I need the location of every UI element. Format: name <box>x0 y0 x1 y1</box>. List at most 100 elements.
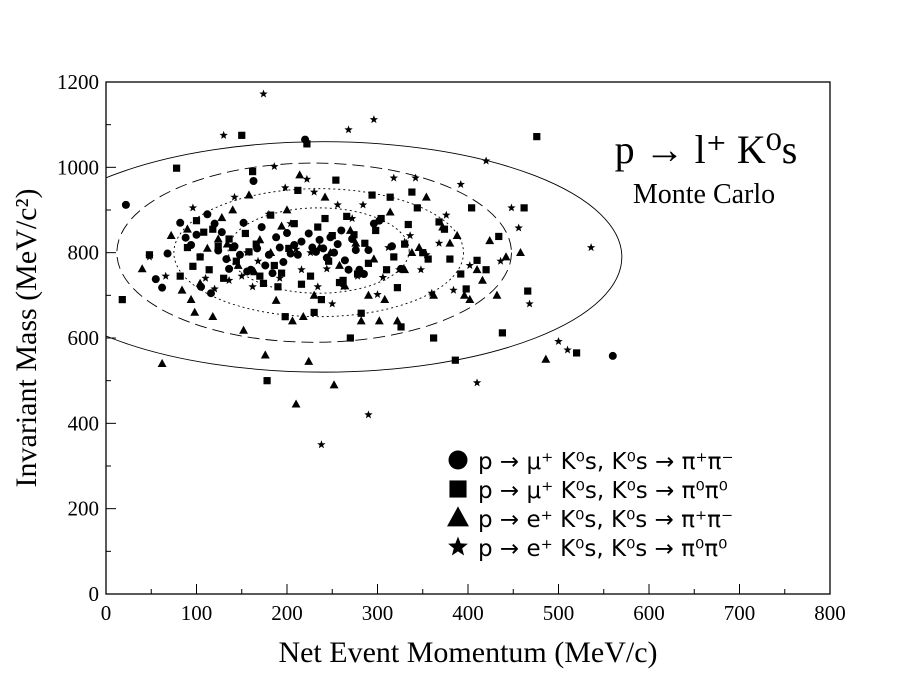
data-point-circle <box>163 249 172 258</box>
data-point-triangle <box>295 170 305 179</box>
data-point-square <box>368 191 376 199</box>
legend-marker-triangle <box>447 506 469 527</box>
data-point-square <box>294 186 302 194</box>
y-tick-label: 400 <box>68 411 100 435</box>
y-axis: 0 200 400 600 800 1000 1200 <box>57 70 116 606</box>
data-point-circle <box>351 246 360 255</box>
data-point-star <box>411 173 420 182</box>
data-point-star <box>297 265 306 274</box>
data-point-circle <box>192 230 201 239</box>
data-point-triangle <box>157 358 167 367</box>
data-point-circle <box>304 229 313 238</box>
data-point-star <box>338 282 348 291</box>
data-point-square <box>332 176 340 184</box>
data-point-square <box>314 223 322 231</box>
legend-label: p → e⁺ K⁰s, K⁰s → π⁰π⁰ <box>478 536 727 562</box>
data-point-star <box>230 192 239 201</box>
data-point-triangle <box>271 295 281 304</box>
x-tick-label: 200 <box>271 601 303 625</box>
data-point-star <box>472 378 482 387</box>
data-point-square <box>263 377 271 385</box>
data-point-square <box>317 296 325 304</box>
data-point-star <box>395 265 404 274</box>
data-point-triangle <box>516 247 525 257</box>
data-point-circle <box>275 243 284 252</box>
data-point-circle <box>181 233 190 242</box>
data-point-star <box>427 288 436 297</box>
data-point-star <box>400 237 409 246</box>
data-point-triangle <box>190 307 200 316</box>
data-point-square <box>498 329 506 337</box>
data-point-star <box>291 244 301 253</box>
data-point-triangle <box>478 275 487 284</box>
data-point-square <box>339 276 347 284</box>
data-point-square <box>252 240 260 248</box>
data-point-circle <box>337 226 346 235</box>
data-point-square <box>343 212 351 220</box>
data-point-star <box>281 183 290 192</box>
data-point-circle <box>176 218 185 227</box>
data-point-triangle <box>315 242 325 251</box>
data-point-square <box>401 240 409 248</box>
data-point-square <box>290 220 298 228</box>
data-point-triangle <box>421 192 431 201</box>
data-point-star <box>449 285 458 294</box>
data-point-square <box>118 296 126 304</box>
data-point-star <box>302 174 312 183</box>
data-point-circle <box>235 250 244 259</box>
data-point-triangle <box>374 316 384 325</box>
data-point-square <box>306 272 315 280</box>
data-point-circle <box>359 270 368 278</box>
x-axis-label: Net Event Momentum (MeV/c) <box>278 636 657 669</box>
data-point-triangle <box>260 350 270 359</box>
data-point-square <box>533 133 541 141</box>
x-tick-label: 0 <box>101 601 112 625</box>
x-tick-label: 800 <box>814 601 846 625</box>
legend-entry: p → e⁺ K⁰s, K⁰s → π⁺π⁻ <box>447 506 733 533</box>
data-point-circle <box>239 218 248 227</box>
data-point-star <box>496 256 505 265</box>
data-point-square <box>524 287 532 295</box>
data-point-star <box>333 200 342 209</box>
data-point-triangle <box>325 247 335 257</box>
data-point-square <box>430 334 438 342</box>
data-point-square <box>462 285 470 293</box>
data-point-square <box>241 229 249 238</box>
data-point-square <box>408 188 416 196</box>
x-tick-label: 500 <box>543 601 575 625</box>
data-point-square <box>393 284 402 292</box>
data-point-triangle <box>345 225 355 234</box>
data-point-star <box>389 173 398 182</box>
data-point-star <box>344 125 353 134</box>
data-point-star <box>378 273 388 281</box>
data-point-triangle <box>351 238 361 247</box>
data-point-square <box>457 270 465 278</box>
data-point-circle <box>608 351 617 360</box>
data-point-triangle <box>228 205 238 214</box>
data-point-square <box>451 356 459 364</box>
data-point-square <box>468 204 476 212</box>
data-point-circle <box>293 250 302 259</box>
data-point-square <box>192 217 201 225</box>
x-tick-label: 600 <box>633 601 665 625</box>
legend-label: p → μ⁺ K⁰s, K⁰s → π⁺π⁻ <box>478 449 734 475</box>
data-point-square <box>297 280 306 288</box>
data-point-square <box>364 259 373 267</box>
data-point-triangle <box>472 265 482 274</box>
data-point-triangle <box>217 212 227 222</box>
data-point-triangle <box>266 247 276 257</box>
data-point-triangle <box>501 252 511 261</box>
data-point-triangle <box>222 239 232 248</box>
data-point-circle <box>344 265 353 274</box>
data-point-circle <box>333 240 342 249</box>
data-point-star <box>248 282 257 291</box>
data-point-square <box>214 242 222 250</box>
data-point-square <box>209 225 217 233</box>
data-point-star <box>322 264 331 273</box>
data-point-star <box>422 250 431 259</box>
data-point-square <box>382 266 391 274</box>
data-point-star <box>416 265 426 274</box>
data-point-square <box>397 323 405 331</box>
data-point-triangle <box>249 267 259 276</box>
data-point-triangle <box>369 254 379 263</box>
